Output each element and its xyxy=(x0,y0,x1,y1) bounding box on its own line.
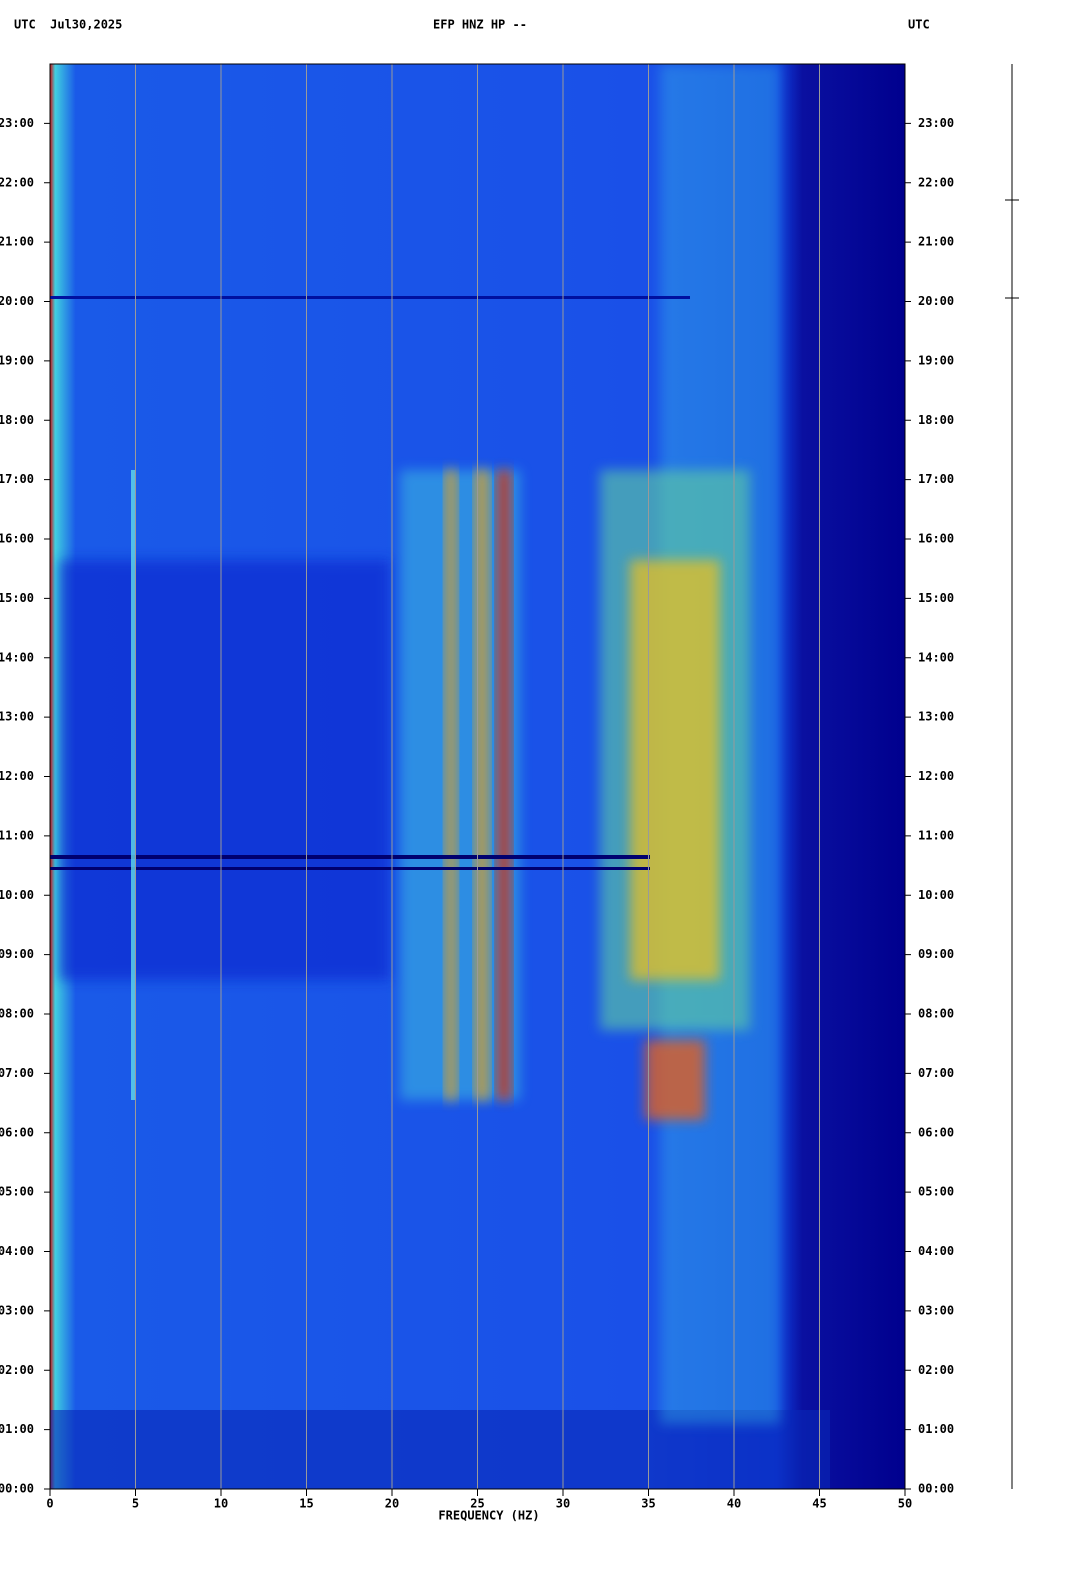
y-tick-label-left: 11:00 xyxy=(0,828,34,842)
y-tick-label-left: 18:00 xyxy=(0,413,34,427)
y-tick-label-left: 13:00 xyxy=(0,710,34,724)
y-tick-label-left: 08:00 xyxy=(0,1007,34,1021)
y-tick-label-right: 16:00 xyxy=(918,532,954,546)
x-tick-label: 0 xyxy=(46,1497,53,1511)
x-axis-label: FREQUENCY (HZ) xyxy=(438,1509,539,1523)
x-tick-label: 50 xyxy=(898,1497,912,1511)
y-tick-label-left: 22:00 xyxy=(0,175,34,189)
y-tick-label-right: 20:00 xyxy=(918,294,954,308)
y-tick-label-left: 21:00 xyxy=(0,235,34,249)
y-tick-label-right: 09:00 xyxy=(918,947,954,961)
y-tick-label-right: 05:00 xyxy=(918,1185,954,1199)
y-tick-label-left: 10:00 xyxy=(0,888,34,902)
y-tick-label-right: 22:00 xyxy=(918,175,954,189)
x-tick-label: 45 xyxy=(812,1497,826,1511)
y-tick-label-left: 16:00 xyxy=(0,532,34,546)
y-tick-label-right: 18:00 xyxy=(918,413,954,427)
y-tick-label-left: 17:00 xyxy=(0,472,34,486)
y-tick-label-left: 09:00 xyxy=(0,947,34,961)
y-tick-label-right: 07:00 xyxy=(918,1066,954,1080)
y-tick-label-right: 03:00 xyxy=(918,1303,954,1317)
y-tick-label-right: 21:00 xyxy=(918,235,954,249)
y-tick-label-left: 12:00 xyxy=(0,769,34,783)
y-tick-label-left: 02:00 xyxy=(0,1363,34,1377)
y-tick-label-right: 15:00 xyxy=(918,591,954,605)
header-left: UTC Jul30,2025 xyxy=(14,18,122,32)
y-tick-label-left: 15:00 xyxy=(0,591,34,605)
y-tick-label-left: 14:00 xyxy=(0,650,34,664)
y-tick-label-right: 08:00 xyxy=(918,1007,954,1021)
plot-frame xyxy=(49,63,906,1490)
x-tick-label: 5 xyxy=(132,1497,139,1511)
y-tick-label-left: 23:00 xyxy=(0,116,34,130)
y-tick-label-right: 10:00 xyxy=(918,888,954,902)
y-tick-label-left: 00:00 xyxy=(0,1482,34,1496)
y-tick-label-left: 05:00 xyxy=(0,1185,34,1199)
y-tick-label-right: 02:00 xyxy=(918,1363,954,1377)
y-tick-label-left: 20:00 xyxy=(0,294,34,308)
y-tick-label-right: 14:00 xyxy=(918,650,954,664)
y-tick-label-right: 01:00 xyxy=(918,1422,954,1436)
header-right: UTC xyxy=(908,18,930,32)
y-tick-label-right: 13:00 xyxy=(918,710,954,724)
x-tick-label: 30 xyxy=(556,1497,570,1511)
y-tick-label-right: 17:00 xyxy=(918,472,954,486)
y-tick-label-right: 19:00 xyxy=(918,353,954,367)
y-tick-label-left: 01:00 xyxy=(0,1422,34,1436)
x-tick-label: 15 xyxy=(299,1497,313,1511)
y-tick-label-right: 12:00 xyxy=(918,769,954,783)
y-tick-label-right: 11:00 xyxy=(918,828,954,842)
y-tick-label-left: 07:00 xyxy=(0,1066,34,1080)
y-tick-label-right: 23:00 xyxy=(918,116,954,130)
chart-title: EFP HNZ HP -- xyxy=(433,18,527,32)
x-tick-label: 40 xyxy=(727,1497,741,1511)
y-tick-label-left: 03:00 xyxy=(0,1303,34,1317)
x-tick-label: 10 xyxy=(214,1497,228,1511)
y-tick-label-left: 19:00 xyxy=(0,353,34,367)
y-tick-label-left: 06:00 xyxy=(0,1125,34,1139)
x-tick-label: 20 xyxy=(385,1497,399,1511)
y-tick-label-right: 04:00 xyxy=(918,1244,954,1258)
y-tick-label-right: 00:00 xyxy=(918,1482,954,1496)
x-tick-label: 35 xyxy=(641,1497,655,1511)
y-tick-label-left: 04:00 xyxy=(0,1244,34,1258)
x-tick-label: 25 xyxy=(470,1497,484,1511)
y-tick-label-right: 06:00 xyxy=(918,1125,954,1139)
